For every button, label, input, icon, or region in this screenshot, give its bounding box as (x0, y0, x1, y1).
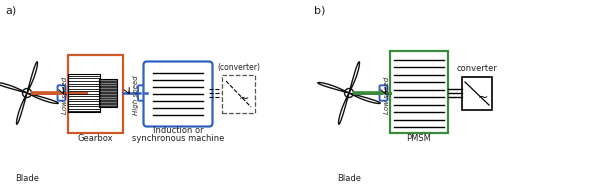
Text: Induction or: Induction or (153, 126, 204, 135)
Text: Low speed: Low speed (63, 76, 68, 114)
FancyBboxPatch shape (138, 85, 146, 101)
Bar (462, 77, 492, 110)
FancyBboxPatch shape (58, 85, 65, 101)
Text: a): a) (5, 5, 16, 15)
Text: High speed: High speed (133, 75, 139, 115)
Text: converter: converter (456, 64, 498, 73)
Text: PMSM: PMSM (407, 134, 432, 143)
Bar (222, 75, 255, 113)
Text: ~: ~ (477, 91, 488, 104)
FancyBboxPatch shape (379, 85, 387, 101)
FancyBboxPatch shape (143, 61, 213, 127)
Text: synchronous machine: synchronous machine (132, 134, 224, 143)
Text: Blade: Blade (15, 174, 39, 183)
Text: (converter): (converter) (217, 63, 260, 72)
Bar (99, 79, 117, 107)
Text: b): b) (314, 5, 325, 15)
Text: ~: ~ (238, 92, 248, 105)
Bar (390, 51, 448, 133)
Text: Blade: Blade (337, 174, 361, 183)
Text: Gearbox: Gearbox (77, 134, 113, 143)
Bar (68, 55, 123, 133)
Text: Low speed: Low speed (384, 76, 391, 114)
